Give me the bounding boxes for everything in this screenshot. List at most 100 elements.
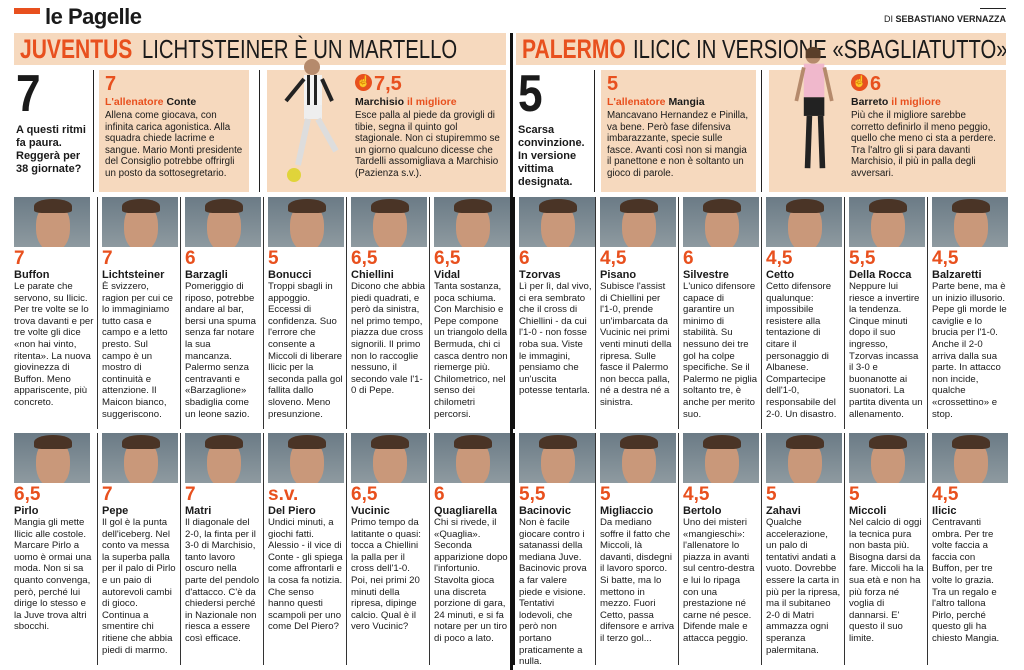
juventus-team-rating: 7 A questi ritmi fa paura. Reggerà per 3…: [16, 68, 94, 176]
coach-name: Conte: [166, 96, 197, 108]
team-name: PALERMO: [522, 33, 626, 64]
player-photo: [102, 433, 178, 483]
player-rating: 6: [519, 248, 530, 269]
player-card: 7 Pepe Il gol è la punta dell'iceberg. Nel…: [97, 433, 180, 665]
best-text: Più che il migliore sarebbe corretto def…: [851, 110, 996, 179]
player-name: Vidal: [434, 269, 461, 281]
player-card: 5 Zahavi Qualche accelerazione, un palo di…: [761, 433, 844, 665]
player-comment: È svizzero, ragion per cui ce lo immagin…: [102, 281, 173, 420]
player-name: Bertolo: [683, 505, 722, 517]
palermo-team-rating: 5 Scarsa convinzione. In versione vittim…: [518, 65, 596, 189]
player-name: Barzagli: [185, 269, 228, 281]
player-name: Del Piero: [268, 505, 316, 517]
divider: [761, 70, 762, 192]
player-rating: 6: [434, 484, 445, 505]
player-rating: 5: [600, 484, 611, 505]
player-photo: [766, 197, 842, 247]
player-grid-row-2: 6,5 Pirlo Mangia gli mette Ilicic alle cos…: [14, 433, 1010, 668]
player-name: Chiellini: [351, 269, 394, 281]
best-name: Barreto: [851, 96, 889, 108]
player-photo: [351, 433, 427, 483]
player-photo: [268, 197, 344, 247]
player-comment: Troppi sbagli in appoggio. Eccessi di co…: [268, 281, 343, 420]
player-rating: 6,5: [351, 484, 378, 505]
player-name: Quagliarella: [434, 505, 497, 517]
player-name: Buffon: [14, 269, 50, 281]
player-card: 6 Quagliarella Chi si rivede, il «Quaglia»…: [429, 433, 512, 665]
player-rating: 7: [185, 484, 196, 505]
marchisio-photo: [284, 59, 339, 182]
player-comment: Qualche accelerazione, un palo di tentat…: [766, 517, 841, 656]
player-name: Migliaccio: [600, 505, 654, 517]
coach-text: Allena come giocava, con infinita carica…: [105, 110, 243, 179]
player-comment: Il diagonale del 2-0, la finta per il 3-…: [185, 517, 260, 644]
barreto-photo: [794, 46, 834, 169]
player-comment: Subisce l'assist di Chiellini per l'1-0,…: [600, 281, 672, 408]
player-photo: [14, 197, 90, 247]
team-name: JUVENTUS: [20, 33, 133, 64]
coach-text: Mancavano Hernandez e Pinilla, va bene. …: [607, 110, 749, 179]
player-photo: [434, 197, 510, 247]
juventus-coach-box: 7 L'allenatore Conte Allena come giocava…: [99, 70, 249, 192]
player-comment: Non è facile giocare contro i satanassi …: [519, 517, 587, 668]
player-photo: [434, 433, 510, 483]
masthead-accent-bar: [14, 8, 40, 14]
player-card: 7 Lichtsteiner È svizzero, ragion per cui …: [97, 197, 180, 429]
team-rating-value: 5: [518, 65, 543, 123]
player-card: 4,5 Pisano Subisce l'assist di Chiellini p…: [595, 197, 678, 429]
player-photo: [102, 197, 178, 247]
player-grid-row-1: 7 Buffon Le parate che servono, su Ilicic.…: [14, 197, 1010, 429]
player-rating: 6,5: [351, 248, 378, 269]
player-comment: Primo tempo da latitante o quasi: tocca …: [351, 517, 421, 633]
player-rating: 4,5: [932, 484, 959, 505]
byline-prefix: DI: [883, 14, 893, 24]
player-name: Pisano: [600, 269, 637, 281]
best-label: il migliore: [406, 96, 457, 108]
player-comment: Cetto difensore qualunque: impossibile r…: [766, 281, 837, 420]
player-comment: Mangia gli mette Ilicic alle costole. Ma…: [14, 517, 92, 633]
coach-name: Mangia: [668, 96, 705, 108]
player-rating: 6,5: [14, 484, 41, 505]
player-comment: Chi si rivede, il «Quaglia». Seconda app…: [434, 517, 508, 644]
player-card: 7 Buffon Le parate che servono, su Ilicic.…: [14, 197, 97, 429]
team-rating-note: A questi ritmi fa paura. Reggerà per 38 …: [16, 124, 86, 175]
player-comment: Neppure lui riesce a invertire la tenden…: [849, 281, 923, 420]
byline: DI SEBASTIANO VERNAZZA: [884, 14, 1006, 24]
player-photo: [849, 197, 925, 247]
player-photo: [932, 433, 1008, 483]
player-card: 4,5 Bertolo Uno dei misteri «mangieschi»: …: [678, 433, 761, 665]
palermo-headline-band: PALERMO ILICIC IN VERSIONE «SBAGLIATUTTO»: [516, 33, 1006, 65]
player-photo: [519, 197, 595, 247]
byline-rule: [980, 8, 1006, 9]
player-card: 4,5 Cetto Cetto difensore qualunque: impos…: [761, 197, 844, 429]
palermo-coach-box: 5 L'allenatore Mangia Mancavano Hernande…: [601, 70, 756, 192]
player-rating: 4,5: [932, 248, 959, 269]
best-text: Esce palla al piede da grovigli di tibie…: [355, 110, 500, 179]
thumbs-up-icon: ☝: [851, 74, 868, 91]
player-name: Balzaretti: [932, 269, 982, 281]
player-photo: [600, 433, 676, 483]
player-photo: [683, 197, 759, 247]
player-rating: s.v.: [268, 484, 299, 505]
masthead: le Pagelle: [14, 4, 142, 30]
player-card: 6,5 Vucinic Primo tempo da latitante o qua…: [346, 433, 429, 665]
player-name: Bonucci: [268, 269, 312, 281]
player-rating: 7: [102, 484, 113, 505]
player-photo: [14, 433, 90, 483]
player-card: 5 Bonucci Troppi sbagli in appoggio. Ecces…: [263, 197, 346, 429]
player-card: 6 Silvestre L'unico difensore capace di ga…: [678, 197, 761, 429]
player-comment: Centravanti ombra. Per tre volte faccia …: [932, 517, 1000, 644]
player-name: Matri: [185, 505, 212, 517]
best-rating: 6: [870, 73, 882, 95]
player-name: Cetto: [766, 269, 795, 281]
player-card: 4,5 Balzaretti Parte bene, ma è un inizio …: [927, 197, 1010, 429]
player-photo: [766, 433, 842, 483]
player-name: Vucinic: [351, 505, 390, 517]
thumbs-up-icon: ☝: [355, 74, 372, 91]
player-comment: Lì per lì, dal vivo, ci era sembrato che…: [519, 281, 592, 397]
player-card: 5 Migliaccio Da mediano soffre il fatto ch…: [595, 433, 678, 665]
player-card: 6,5 Pirlo Mangia gli mette Ilicic alle cos…: [14, 433, 97, 665]
player-photo: [932, 197, 1008, 247]
player-comment: Undici minuti, a giochi fatti. Alessio -…: [268, 517, 343, 633]
player-comment: Il gol è la punta dell'iceberg. Nel cont…: [102, 517, 176, 656]
